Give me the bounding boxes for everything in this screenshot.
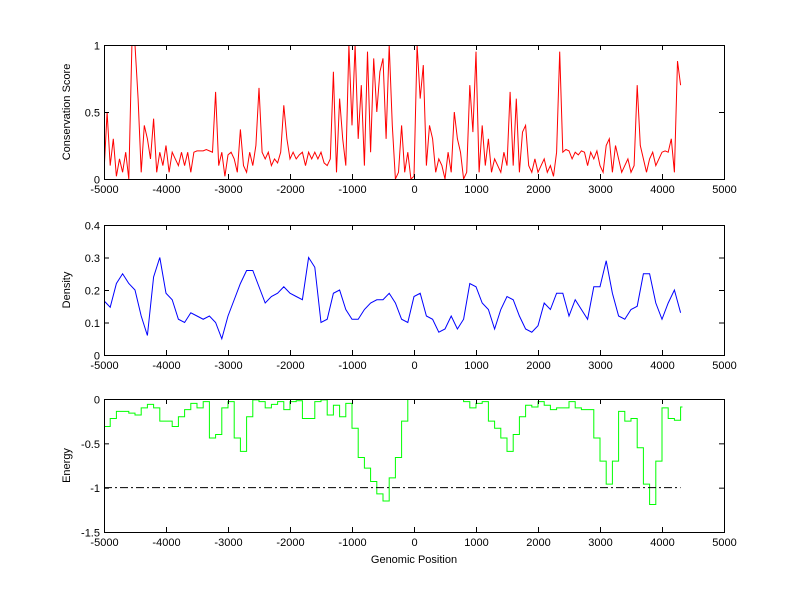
x-tick-label: 0 xyxy=(411,360,417,372)
x-tick-label: 5000 xyxy=(712,184,736,196)
x-tick-label: -2000 xyxy=(276,537,304,549)
x-tick-label: 1000 xyxy=(464,537,488,549)
x-tick-label: -2000 xyxy=(276,184,304,196)
x-tick-label: -3000 xyxy=(214,184,242,196)
x-tick-label: -1000 xyxy=(338,360,366,372)
x-tick-label: 1000 xyxy=(464,360,488,372)
x-tick-label: -4000 xyxy=(152,537,180,549)
x-tick-label: -5000 xyxy=(90,537,118,549)
y-tick-label: 0 xyxy=(94,351,100,363)
energy-axes: -5000 -4000 -3000 -2000 -1000 0 1000 2000 3000 40… xyxy=(61,395,737,567)
x-tick-label: -1000 xyxy=(338,537,366,549)
x-tick-label: 4000 xyxy=(650,184,674,196)
conservation-series-line xyxy=(104,45,682,179)
y-tick-label: 0.2 xyxy=(85,286,100,298)
density-y-axis-label: Density xyxy=(61,271,73,308)
x-tick-label: 0 xyxy=(411,537,417,549)
x-axis-label: Genomic Position xyxy=(371,554,457,566)
x-tick-label: -5000 xyxy=(90,184,118,196)
density-axes: -5000 -4000 -3000 -2000 -1000 0 1000 2000 3000 40… xyxy=(61,221,737,373)
x-tick-label: -5000 xyxy=(90,360,118,372)
x-tick-label: 2000 xyxy=(526,184,550,196)
x-tick-label: 3000 xyxy=(588,360,612,372)
y-tick-label: 0.3 xyxy=(85,253,100,265)
x-tick-label: -2000 xyxy=(276,360,304,372)
x-tick-label: 2000 xyxy=(526,537,550,549)
density-series-line xyxy=(104,256,682,341)
y-tick-label: -1 xyxy=(90,483,100,495)
x-tick-label: 5000 xyxy=(712,537,736,549)
x-tick-label: 3000 xyxy=(588,184,612,196)
plot-area xyxy=(104,225,724,355)
x-tick-label: 2000 xyxy=(526,360,550,372)
x-tick-label: 4000 xyxy=(650,360,674,372)
plot-area xyxy=(104,399,724,532)
x-tick-label: 3000 xyxy=(588,537,612,549)
y-tick-label: 1 xyxy=(94,41,100,53)
y-tick-label: -0.5 xyxy=(81,439,100,451)
y-tick-label: 0.1 xyxy=(85,318,100,330)
conservation-axes: -5000 -4000 -3000 -2000 -1000 0 1000 2000 3000 40… xyxy=(61,41,737,197)
y-tick-label: 0.4 xyxy=(85,221,100,233)
x-tick-label: 0 xyxy=(411,184,417,196)
y-tick-label: 0.5 xyxy=(85,108,100,120)
y-tick-label: 0 xyxy=(94,395,100,407)
y-tick-label: 0 xyxy=(94,175,100,187)
x-tick-label: -1000 xyxy=(338,184,366,196)
energy-y-axis-label: Energy xyxy=(61,448,73,483)
x-tick-label: -4000 xyxy=(152,184,180,196)
x-tick-label: -3000 xyxy=(214,360,242,372)
x-tick-label: 5000 xyxy=(712,360,736,372)
energy-series-line xyxy=(104,399,683,506)
y-tick-label: -1.5 xyxy=(81,528,100,540)
x-tick-label: 1000 xyxy=(464,184,488,196)
x-tick-label: -3000 xyxy=(214,537,242,549)
conservation-y-axis-label: Conservation Score xyxy=(61,64,73,161)
x-tick-label: -4000 xyxy=(152,360,180,372)
x-tick-label: 4000 xyxy=(650,537,674,549)
